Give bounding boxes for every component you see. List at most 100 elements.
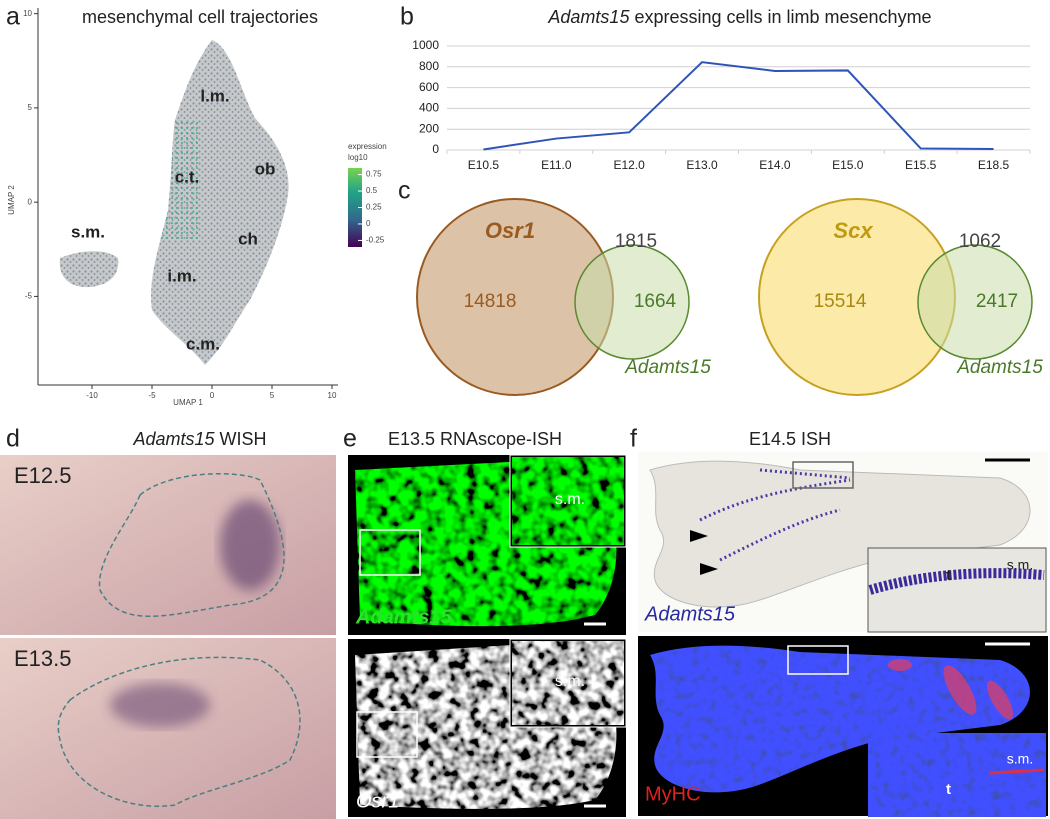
inset-box xyxy=(792,461,854,489)
y-tick-label: 0 xyxy=(432,142,439,156)
x-tick-label: E15.0 xyxy=(832,158,864,172)
cluster-label: c.t. xyxy=(175,167,200,186)
stain-label: Adamts15 xyxy=(644,603,736,625)
inset-signal xyxy=(868,568,1045,595)
venn-set-only: 14818 xyxy=(464,291,517,312)
colorbar-tick-label: -0.25 xyxy=(366,236,385,245)
inset xyxy=(867,547,1047,633)
stage-label: E12.5 xyxy=(14,463,72,488)
venn-other-label: Adamts15 xyxy=(624,357,711,378)
venn-set-label: Scx xyxy=(833,218,873,243)
inset-label: t xyxy=(946,567,951,584)
x-tick-label: 0 xyxy=(210,391,215,400)
y-tick-label: 800 xyxy=(419,59,439,73)
line xyxy=(483,61,994,151)
x-tick-label: 10 xyxy=(328,391,337,400)
colorbar-title: expression xyxy=(348,142,387,151)
venn-overlap: 1062 xyxy=(959,231,1001,252)
inset-signal xyxy=(512,457,624,545)
inset-label: s.m. xyxy=(555,673,585,690)
muscle xyxy=(888,659,912,671)
colorbar-tick-label: 0.5 xyxy=(366,186,378,195)
panel-letter: c xyxy=(398,177,411,205)
venn-circle xyxy=(574,244,690,360)
y-tick-label: 10 xyxy=(23,9,32,18)
line-title-gene: Adamts15 xyxy=(547,7,630,27)
inset-label: s.m. xyxy=(1007,751,1033,767)
inset-box xyxy=(356,711,418,758)
y-tick-label: 1000 xyxy=(412,38,439,52)
umap-title: mesenchymal cell trajectories xyxy=(82,7,318,27)
arrowhead xyxy=(690,530,718,575)
venn-other-only: 2417 xyxy=(976,291,1018,312)
inset-muscle xyxy=(989,768,1045,775)
stage-label: E13.5 xyxy=(14,646,72,671)
wish-title: Adamts15 WISH xyxy=(132,429,266,449)
cluster-label: ch xyxy=(238,229,258,248)
y-tick-label: 0 xyxy=(28,197,33,206)
x-tick-label: E13.0 xyxy=(686,158,718,172)
cluster-label: s.m. xyxy=(71,222,105,241)
wish-image xyxy=(0,638,336,819)
line-title: Adamts15 expressing cells in limb mesench… xyxy=(547,7,931,27)
cluster-label: ob xyxy=(255,159,276,178)
inset-label: s.m. xyxy=(1007,557,1033,573)
venn-other-only: 1664 xyxy=(634,291,677,312)
limb-outline xyxy=(57,656,301,807)
cluster-label: c.m. xyxy=(186,334,220,353)
y-axis-label: UMAP 2 xyxy=(7,185,16,215)
colorbar xyxy=(348,168,362,247)
venn-circle xyxy=(917,244,1033,360)
venn-set-only: 15514 xyxy=(814,291,867,312)
limb-outline xyxy=(98,473,285,617)
wish-title-rest: WISH xyxy=(220,429,267,449)
inset-signal xyxy=(512,641,624,725)
inset-label: t xyxy=(946,781,951,798)
venn-set-label: Osr1 xyxy=(485,218,535,243)
y-tick-label: 5 xyxy=(28,103,33,112)
panel-letter: f xyxy=(630,425,637,453)
x-tick-label: E11.0 xyxy=(541,158,572,172)
cluster-label: l.m. xyxy=(200,86,229,105)
wish-signal xyxy=(220,500,280,590)
limb-section xyxy=(650,645,1030,793)
ish-title: E14.5 ISH xyxy=(749,429,831,449)
muscle xyxy=(943,665,977,715)
x-tick-label: E12.0 xyxy=(614,158,646,172)
stain-label: Osr1 xyxy=(356,790,399,812)
panel-letter: b xyxy=(400,3,414,31)
umap-cloud xyxy=(59,40,289,365)
y-tick-label: 400 xyxy=(419,101,439,115)
panel-letter: a xyxy=(6,3,20,31)
inset-label: s.m. xyxy=(555,491,585,508)
x-axis-label: UMAP 1 xyxy=(173,398,203,407)
muscle xyxy=(987,680,1013,720)
rnascope-title: E13.5 RNAscope-ISH xyxy=(388,429,562,449)
ish-signal xyxy=(699,468,851,562)
venn-other-label: Adamts15 xyxy=(956,357,1043,378)
x-tick-label: -10 xyxy=(86,391,98,400)
x-tick-label: E18.5 xyxy=(978,158,1010,172)
limb-section xyxy=(649,460,1031,608)
stain-label: Adamts15 xyxy=(355,606,452,628)
colorbar-tick-label: 0.25 xyxy=(366,203,382,212)
y-tick-label: 600 xyxy=(419,80,439,94)
wish-title-gene: Adamts15 xyxy=(132,429,215,449)
colorbar-tick-label: 0.75 xyxy=(366,170,382,179)
stain-label: MyHC xyxy=(645,783,701,805)
y-tick-label: 200 xyxy=(419,121,439,135)
inset-box xyxy=(359,529,421,576)
panel-letter: d xyxy=(6,425,20,453)
x-tick-label: E15.5 xyxy=(905,158,937,172)
x-tick-label: E14.0 xyxy=(759,158,791,172)
inset xyxy=(867,732,1047,818)
line-title-rest: expressing cells in limb mesenchyme xyxy=(634,7,931,27)
cluster-label: i.m. xyxy=(167,266,196,285)
colorbar-title: log10 xyxy=(348,153,368,162)
wish-signal xyxy=(110,683,210,727)
venn-overlap: 1815 xyxy=(615,231,657,252)
x-tick-label: -5 xyxy=(148,391,156,400)
